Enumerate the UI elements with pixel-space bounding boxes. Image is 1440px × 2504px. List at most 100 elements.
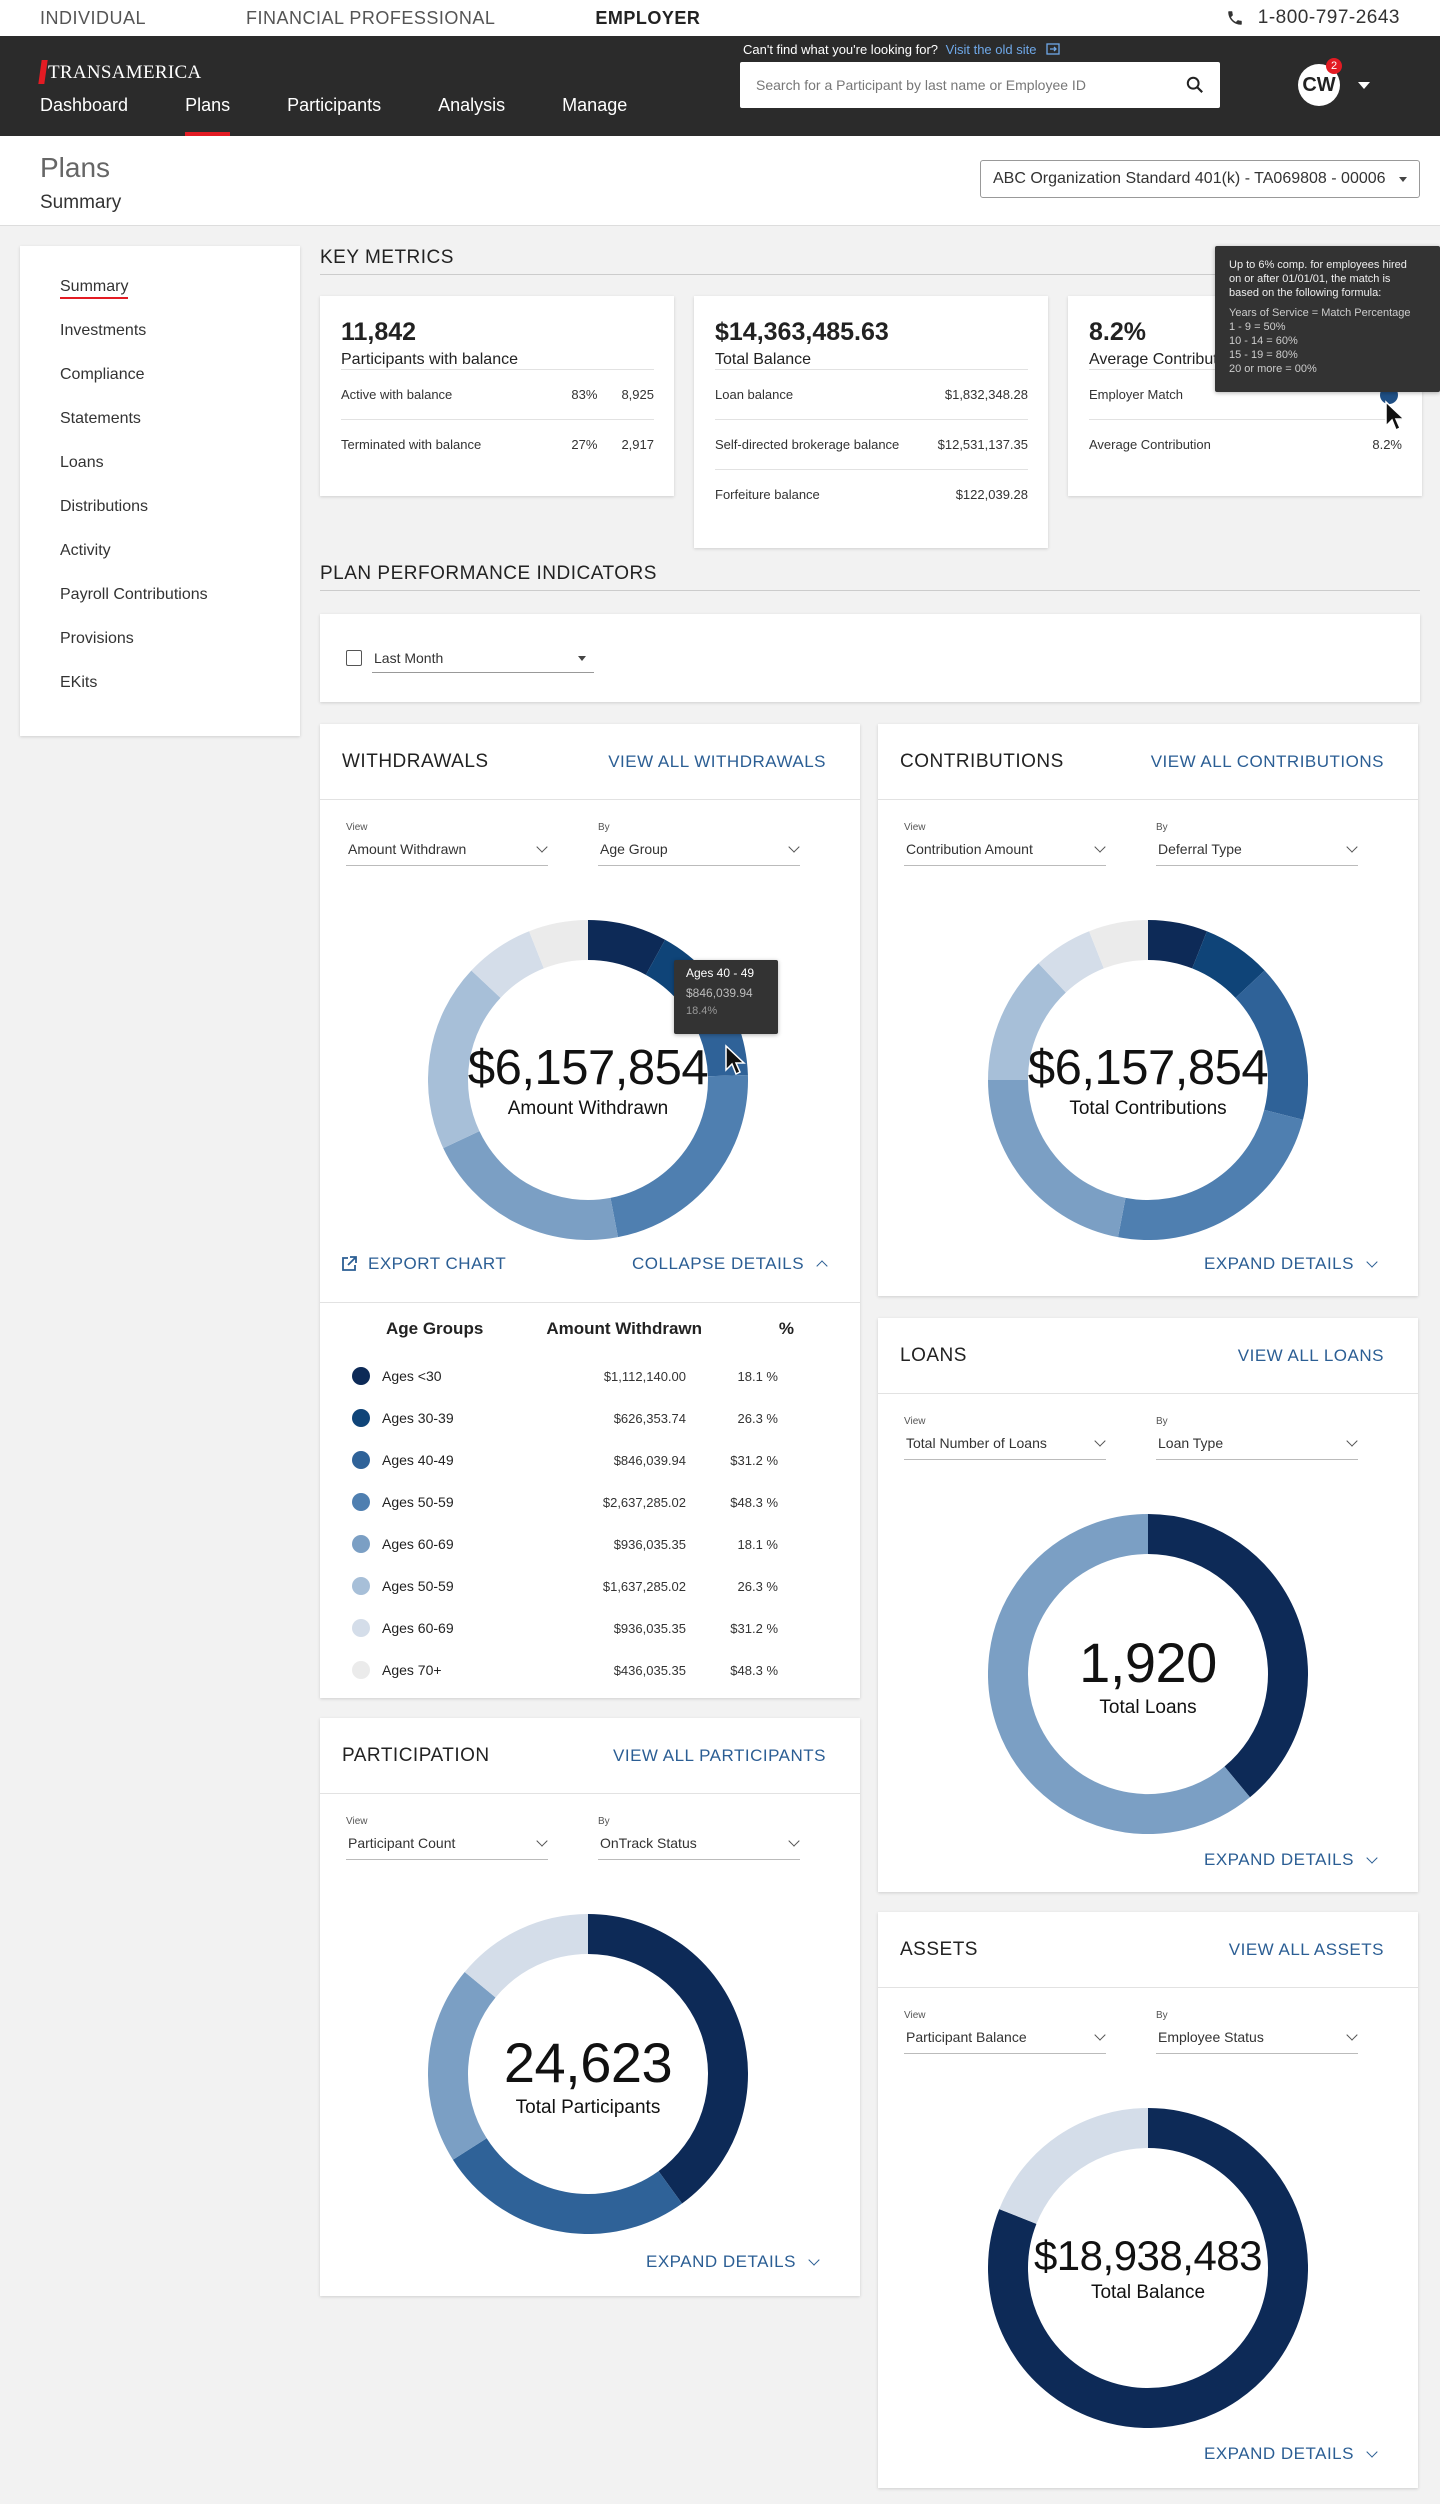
donut-segment[interactable] <box>443 1130 618 1240</box>
search-icon[interactable] <box>1186 76 1204 94</box>
sidebar-item-compliance[interactable]: Compliance <box>60 360 300 404</box>
expand-details-label: EXPAND DETAILS <box>1204 1254 1354 1273</box>
dropdown-label: By <box>598 1816 610 1827</box>
view-all-contributions-link[interactable]: VIEW ALL CONTRIBUTIONS <box>1150 751 1384 771</box>
metric-row-value: $12,531,137.35 <box>937 437 1028 452</box>
age-group-cell: Ages 30-39 <box>382 1410 454 1426</box>
view-dropdown[interactable]: View Contribution Amount <box>904 822 1106 866</box>
pct-cell: $31.2 % <box>730 1452 778 1468</box>
sidebar-item-distributions[interactable]: Distributions <box>60 492 300 536</box>
by-dropdown[interactable]: By Age Group <box>598 822 800 866</box>
metric-row: Forfeiture balance $122,039.28 <box>715 469 1028 519</box>
view-all-participants-link[interactable]: VIEW ALL PARTICIPANTS <box>613 1745 826 1765</box>
nav-analysis[interactable]: Analysis <box>438 95 506 115</box>
donut-segment[interactable] <box>988 963 1067 1081</box>
donut-segment[interactable] <box>988 2108 1308 2428</box>
donut-segment[interactable] <box>988 1079 1127 1238</box>
donut-segment[interactable] <box>452 2137 683 2234</box>
sidebar-item-summary[interactable]: Summary <box>60 272 300 316</box>
legend-swatch <box>352 1493 370 1511</box>
participation-donut[interactable]: 24,623 Total Participants <box>428 1914 748 2234</box>
sidebar-item-ekits[interactable]: EKits <box>60 668 300 712</box>
donut-segment[interactable] <box>1191 931 1265 999</box>
participants-metric-card: 11,842 Participants with balance Active … <box>320 296 674 496</box>
sidebar-item-provisions[interactable]: Provisions <box>60 624 300 668</box>
donut-segment[interactable] <box>428 1972 496 2160</box>
expand-details-button[interactable]: EXPAND DETAILS <box>646 2252 820 2272</box>
expand-details-button[interactable]: EXPAND DETAILS <box>1204 1254 1378 1274</box>
donut-chart[interactable] <box>988 2108 1308 2428</box>
transamerica-logo[interactable]: TRANSAMERICA <box>38 60 202 84</box>
date-range-select[interactable]: Last Month <box>346 650 594 673</box>
metric-row-label: Active with balance <box>341 387 453 402</box>
dropdown-value-row: Participant Balance <box>904 2029 1106 2054</box>
card-title: ASSETS <box>900 1938 978 1960</box>
sidebar-item-loans[interactable]: Loans <box>60 448 300 492</box>
donut-segment[interactable] <box>428 970 501 1149</box>
employer-match-tooltip: Up to 6% comp. for employees hired on or… <box>1215 246 1440 392</box>
audience-tab-employer[interactable]: EMPLOYER <box>595 7 701 28</box>
donut-chart[interactable] <box>988 920 1308 1240</box>
audience-tab-individual[interactable]: INDIVIDUAL <box>40 7 147 28</box>
donut-segment[interactable] <box>1235 970 1308 1120</box>
sidebar-item-investments[interactable]: Investments <box>60 316 300 360</box>
participant-search-input[interactable]: Search for a Participant by last name or… <box>740 62 1220 108</box>
view-all-withdrawals-link[interactable]: VIEW ALL WITHDRAWALS <box>608 751 826 771</box>
view-dropdown[interactable]: View Participant Balance <box>904 2010 1106 2054</box>
table-row: Ages 50-59 $1,637,285.02 26.3 % <box>320 1565 860 1607</box>
export-chart-button[interactable]: EXPORT CHART <box>340 1254 506 1274</box>
nav-plans[interactable]: Plans <box>185 95 231 136</box>
logo-text: TRANSAMERICA <box>48 62 202 83</box>
expand-details-button[interactable]: EXPAND DETAILS <box>1204 2444 1378 2464</box>
tooltip-pct: 18.4% <box>686 1005 718 1017</box>
plan-select-value: ABC Organization Standard 401(k) - TA069… <box>993 170 1386 187</box>
by-dropdown[interactable]: By OnTrack Status <box>598 1816 800 1860</box>
phone-link[interactable]: 1-800-797-2643 <box>1226 7 1400 29</box>
view-all-loans-link[interactable]: VIEW ALL LOANS <box>1237 1345 1384 1365</box>
view-dropdown[interactable]: View Participant Count <box>346 1816 548 1860</box>
table-header: Age Groups Amount Withdrawn % <box>320 1303 860 1355</box>
view-all-assets-link[interactable]: VIEW ALL ASSETS <box>1228 1939 1384 1959</box>
old-site-link[interactable]: Visit the old site <box>945 42 1037 57</box>
nav-dashboard[interactable]: Dashboard <box>40 95 129 115</box>
col-amount: Amount Withdrawn <box>546 1319 702 1338</box>
collapse-details-button[interactable]: COLLAPSE DETAILS <box>632 1254 828 1274</box>
nav-participants[interactable]: Participants <box>287 95 382 115</box>
donut-segment[interactable] <box>1118 1109 1303 1240</box>
nav-manage[interactable]: Manage <box>562 95 628 115</box>
donut-segment[interactable] <box>587 920 666 976</box>
sidebar-item-statements[interactable]: Statements <box>60 404 300 448</box>
user-menu-caret-icon[interactable] <box>1358 82 1370 89</box>
donut-segment[interactable] <box>1147 1514 1308 1798</box>
donut-segment[interactable] <box>610 1074 748 1238</box>
donut-segment[interactable] <box>999 2108 1149 2225</box>
audience-tab-financial-professional[interactable]: FINANCIAL PROFESSIONAL <box>246 7 496 28</box>
sidebar-item-payroll-contributions[interactable]: Payroll Contributions <box>60 580 300 624</box>
pct-cell: $31.2 % <box>730 1620 778 1636</box>
by-dropdown[interactable]: By Employee Status <box>1156 2010 1358 2054</box>
view-dropdown[interactable]: View Total Number of Loans <box>904 1416 1106 1460</box>
donut-segment[interactable] <box>1089 920 1149 969</box>
loans-donut[interactable]: 1,920 Total Loans <box>988 1514 1308 1834</box>
donut-segment[interactable] <box>464 1914 589 1998</box>
donut-segment[interactable] <box>1038 931 1105 993</box>
donut-segment[interactable] <box>988 1514 1250 1834</box>
assets-donut[interactable]: $18,938,483 Total Balance <box>988 2108 1308 2428</box>
user-avatar[interactable]: CW <box>1298 64 1340 106</box>
donut-label: Amount Withdrawn <box>507 1098 669 1119</box>
donut-segment[interactable] <box>529 920 589 969</box>
view-dropdown[interactable]: View Amount Withdrawn <box>346 822 548 866</box>
expand-details-button[interactable]: EXPAND DETAILS <box>1204 1850 1378 1870</box>
dropdown-label: View <box>904 1416 926 1427</box>
plan-select[interactable]: ABC Organization Standard 401(k) - TA069… <box>980 160 1420 198</box>
by-dropdown[interactable]: By Deferral Type <box>1156 822 1358 866</box>
donut-segment[interactable] <box>1147 920 1207 969</box>
donut-chart[interactable] <box>988 1514 1308 1834</box>
by-dropdown[interactable]: By Loan Type <box>1156 1416 1358 1460</box>
search-placeholder: Search for a Participant by last name or… <box>756 77 1086 93</box>
donut-segment[interactable] <box>587 1914 748 2204</box>
donut-chart[interactable] <box>428 1914 748 2234</box>
contributions-donut[interactable]: $6,157,854 Total Contributions <box>988 920 1308 1240</box>
sidebar-item-activity[interactable]: Activity <box>60 536 300 580</box>
donut-segment[interactable] <box>471 931 545 999</box>
